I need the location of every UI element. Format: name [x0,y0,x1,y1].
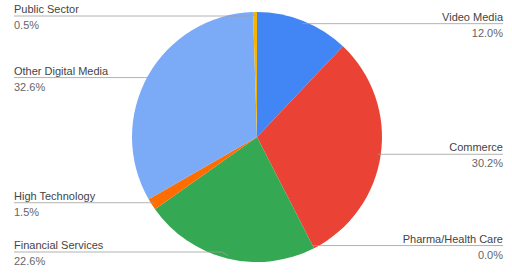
chart: Video Media 12.0% Commerce 30.2% Pharma/Heal… [0,0,512,280]
labels: Video Media 12.0% Commerce 30.2% Pharma/Heal… [14,3,504,267]
data-label: 22.6% [14,255,45,267]
leader-line [378,154,503,155]
slice-label: Commerce [449,141,503,153]
slices [132,12,382,262]
slice-label: Public Sector [14,3,79,15]
data-label: 32.6% [14,81,45,93]
slice-label: High Technology [14,190,96,202]
data-label: 0.0% [478,249,503,261]
leader-line [14,202,154,203]
leader-line [302,23,503,24]
data-label: 12.0% [472,27,503,39]
leader-line [14,77,150,78]
leader-line [313,245,503,246]
data-label: 30.2% [472,157,503,169]
pie-slice [132,12,257,199]
slice-label: Other Digital Media [14,65,109,77]
slice-label: Pharma/Health Care [403,233,503,245]
data-label: 1.5% [14,206,39,218]
data-label: 0.5% [14,19,39,31]
leader-line [14,252,228,255]
pie-slice [253,12,257,137]
slice-label: Financial Services [14,239,104,251]
slice-label: Video Media [442,11,504,23]
